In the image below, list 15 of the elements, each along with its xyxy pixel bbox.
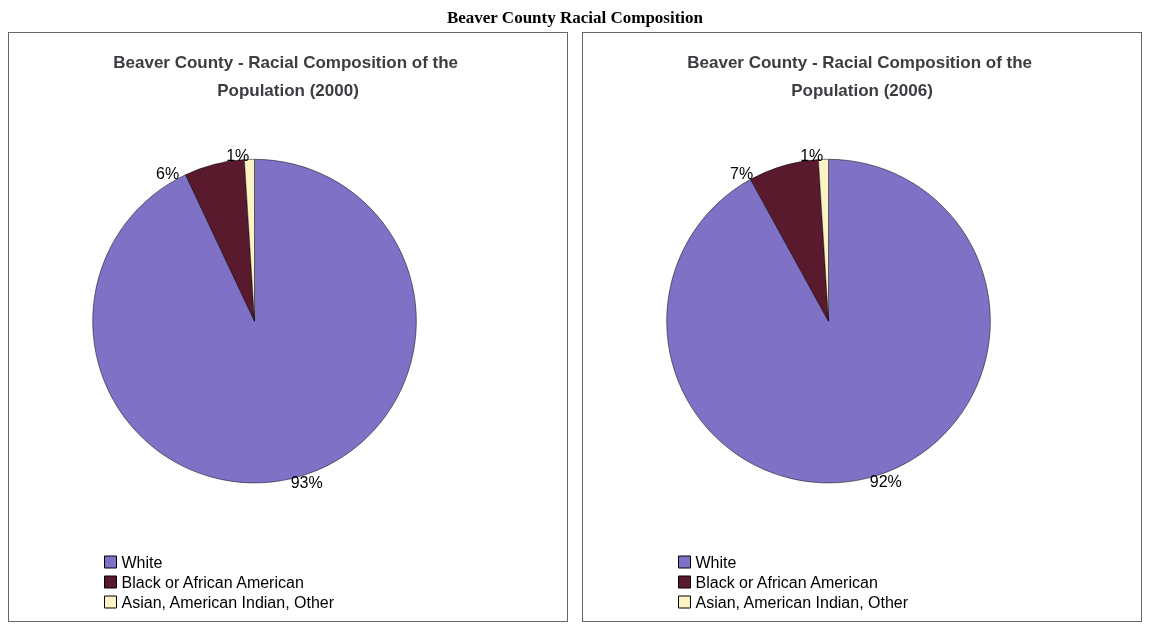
legend-label: Black or African American — [695, 573, 878, 591]
data-label: 1% — [800, 146, 824, 164]
legend-label: Asian, American Indian, Other — [695, 593, 909, 611]
data-label: 7% — [730, 164, 754, 182]
data-label: 92% — [869, 473, 902, 491]
chart-title: Beaver County - Racial Composition of the Population (2000) — [113, 52, 463, 100]
data-label: 6% — [156, 164, 180, 182]
legend-label: White — [695, 553, 737, 571]
data-label: 1% — [226, 146, 250, 164]
chart-title: Beaver County - Racial Composition of the Population (2006) — [687, 52, 1037, 100]
legend-label: Asian, American Indian, Other — [121, 593, 335, 611]
text: Beaver County Racial Composition — [445, 8, 705, 29]
legend-label: Black or African American — [121, 573, 304, 591]
legend-label: White — [121, 553, 163, 571]
data-label: 93% — [290, 474, 323, 492]
